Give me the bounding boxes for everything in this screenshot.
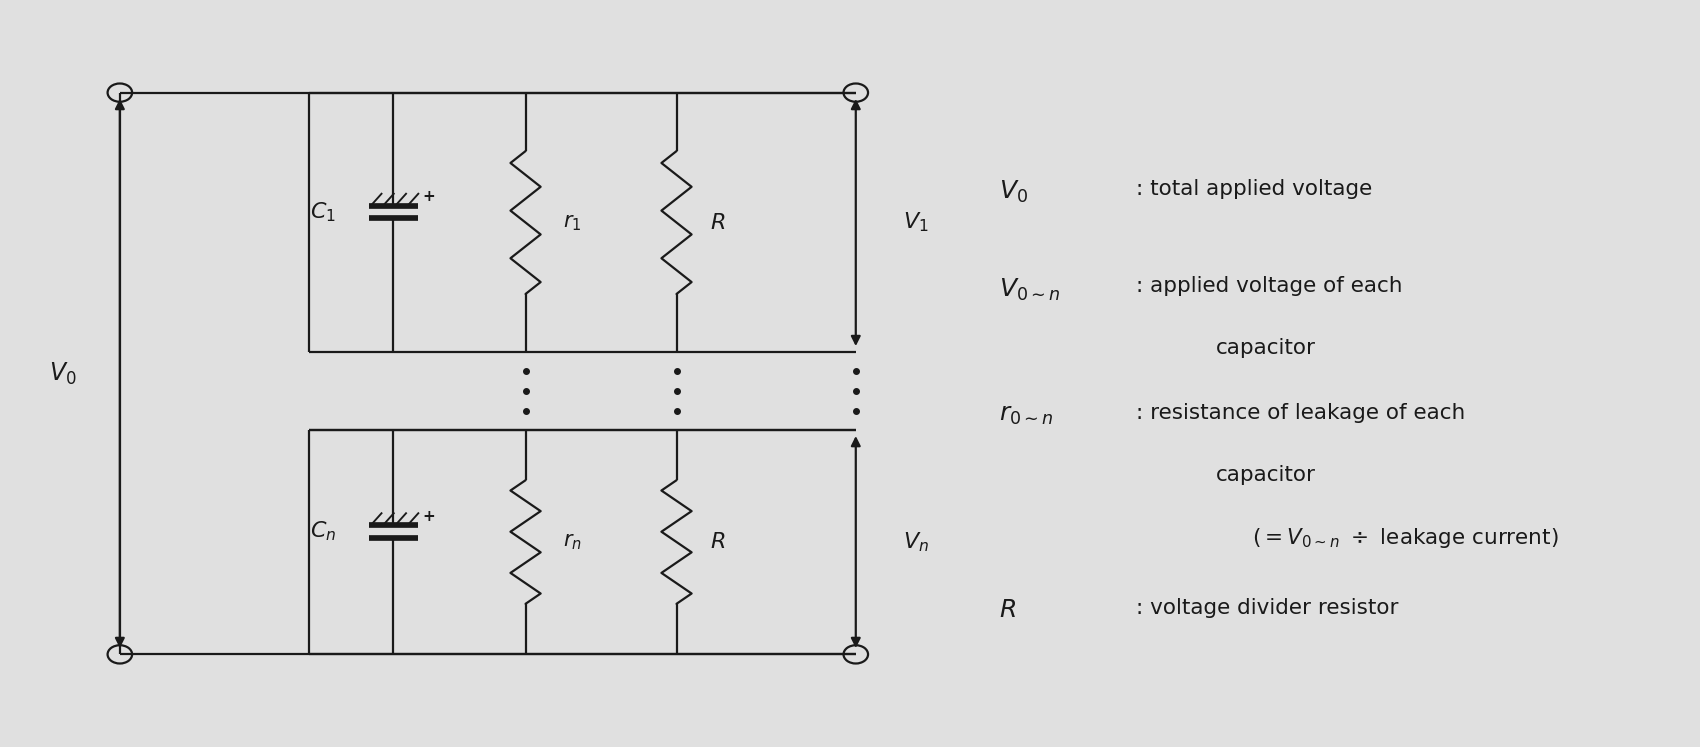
Text: : voltage divider resistor: : voltage divider resistor [1136,598,1399,618]
Text: +: + [422,509,435,524]
Text: $R$: $R$ [709,213,724,232]
Text: $V_0$: $V_0$ [49,360,76,387]
Text: $R$: $R$ [1000,598,1017,622]
Text: $r_1$: $r_1$ [563,213,581,232]
Text: $r_{0{\sim}n}$: $r_{0{\sim}n}$ [1000,403,1054,427]
Text: $V_n$: $V_n$ [903,530,928,554]
Text: : total applied voltage: : total applied voltage [1136,179,1372,199]
Text: $r_n$: $r_n$ [563,532,581,552]
Text: +: + [422,189,435,204]
Text: : resistance of leakage of each: : resistance of leakage of each [1136,403,1465,424]
Text: capacitor: capacitor [1216,465,1316,485]
Text: $(= V_{0{\sim}n}\ \div$ leakage current$)$: $(= V_{0{\sim}n}\ \div$ leakage current$… [1251,526,1559,550]
Text: $V_{0{\sim}n}$: $V_{0{\sim}n}$ [1000,276,1061,303]
Text: $C_1$: $C_1$ [309,200,335,224]
Text: $C_n$: $C_n$ [309,520,337,543]
Text: $V_0$: $V_0$ [1000,179,1028,205]
Text: $V_1$: $V_1$ [903,211,928,235]
Text: capacitor: capacitor [1216,338,1316,358]
Text: : applied voltage of each: : applied voltage of each [1136,276,1402,297]
Text: $R$: $R$ [709,532,724,552]
